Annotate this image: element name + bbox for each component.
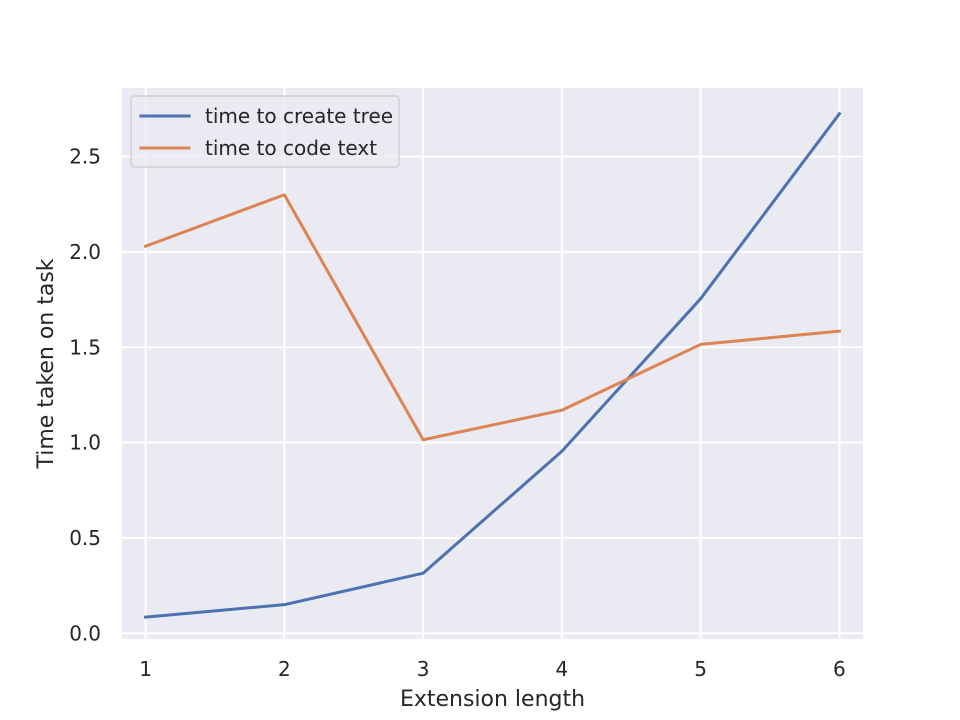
series-line-time-to-create-tree (143, 111, 842, 619)
plot-area (122, 88, 863, 639)
y-tick-labels: 0.0 0.5 1.0 1.5 2.0 2.5 (69, 145, 101, 646)
y-tick-label: 0.0 (69, 621, 101, 645)
y-tick-label: 2.5 (69, 145, 101, 169)
x-tick-labels: 1 2 3 4 5 6 (139, 657, 846, 681)
y-tick-label: 2.0 (69, 240, 101, 264)
x-axis-label: Extension length (400, 687, 585, 712)
x-gridlines (144, 88, 841, 639)
series-lines (143, 111, 842, 619)
x-tick-label: 3 (417, 657, 430, 681)
y-tick-label: 0.5 (69, 526, 101, 550)
x-tick-label: 5 (694, 657, 707, 681)
series-line-time-to-code-text (143, 193, 842, 442)
legend: time to create tree time to code text (130, 95, 400, 168)
legend-box (130, 95, 400, 168)
y-tick-label: 1.0 (69, 431, 101, 455)
legend-label-create-tree: time to create tree (205, 104, 393, 128)
x-tick-label: 1 (139, 657, 152, 681)
x-tick-label: 6 (833, 657, 846, 681)
x-tick-label: 2 (278, 657, 291, 681)
y-axis-label: Time taken on task (34, 258, 59, 469)
x-tick-label: 4 (556, 657, 569, 681)
legend-label-code-text: time to code text (205, 136, 377, 160)
y-tick-label: 1.5 (69, 335, 101, 359)
